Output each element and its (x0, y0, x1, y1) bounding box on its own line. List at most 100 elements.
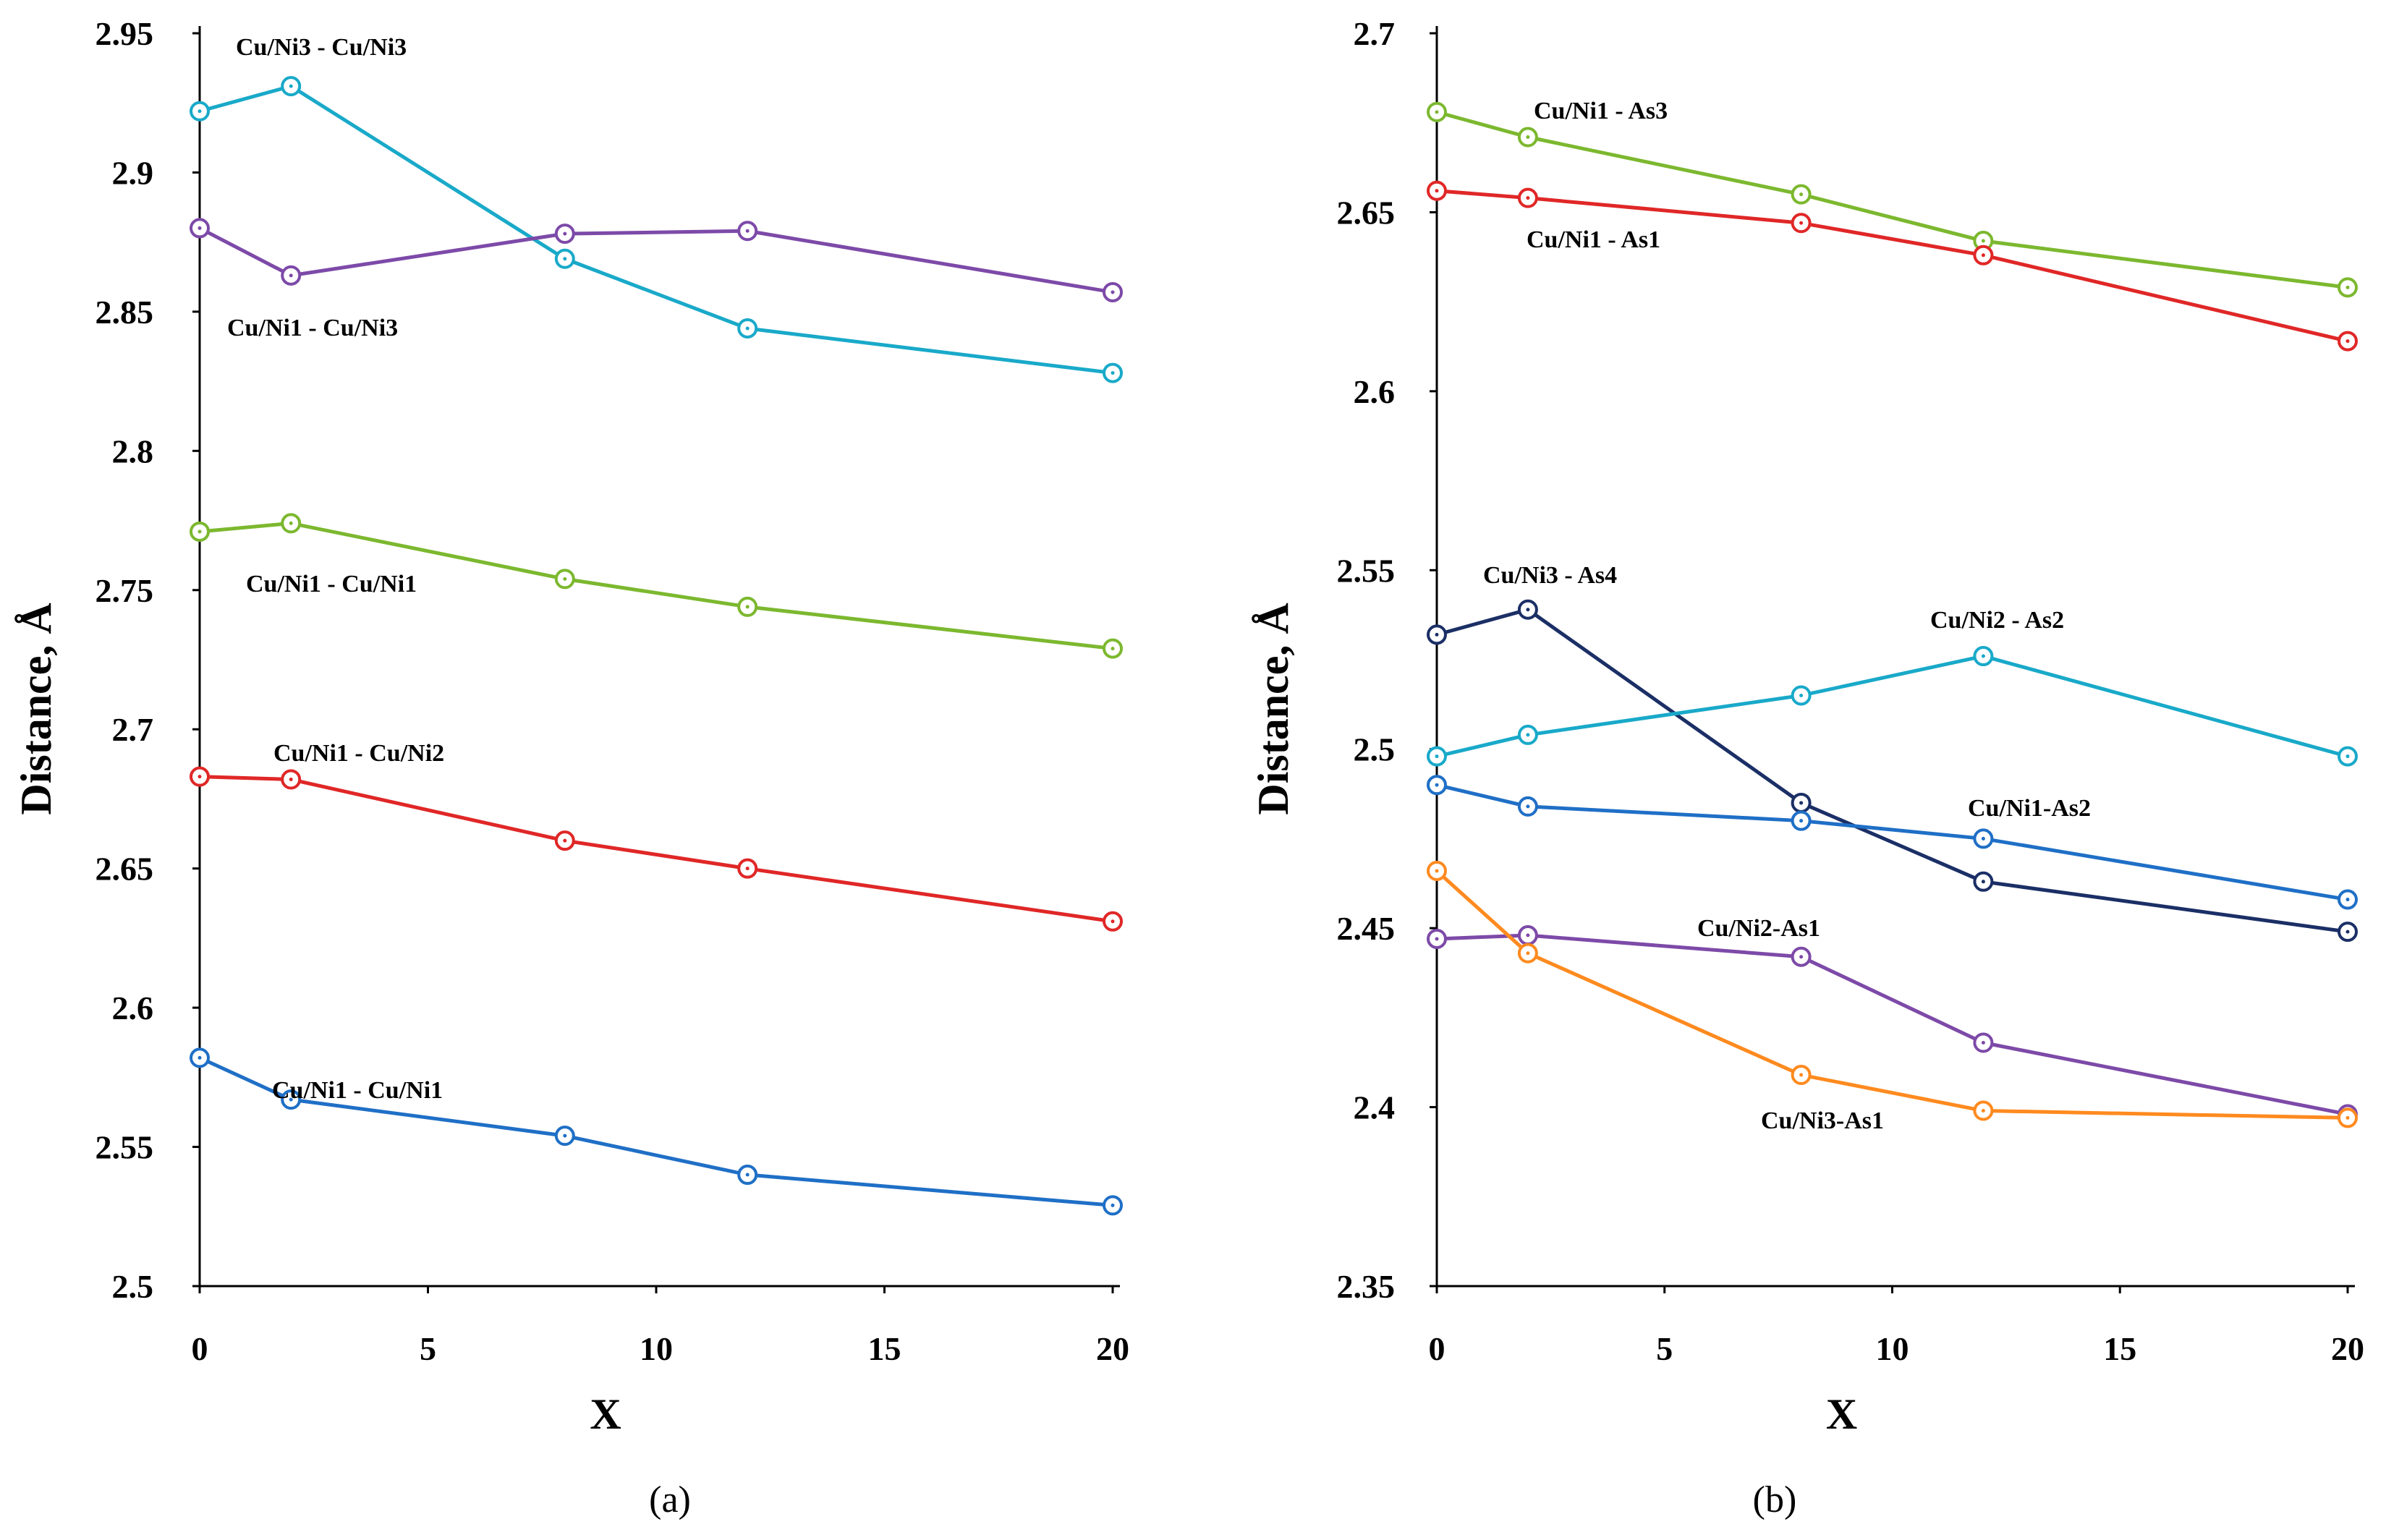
series-cu-ni1-cu-ni2 (190, 766, 1123, 932)
data-point-center (289, 84, 293, 88)
data-point-center (289, 778, 293, 782)
y-tick-label: 2.85 (95, 294, 154, 331)
data-point-center (745, 1173, 750, 1177)
series-label: Cu/Ni3 - Cu/Ni3 (236, 34, 407, 61)
x-tick-label: 15 (2103, 1330, 2136, 1367)
x-tick-label: 5 (1656, 1330, 1673, 1367)
series-cu-ni1-as2 (1427, 775, 2358, 910)
data-point-center (198, 529, 202, 534)
series-line-cu-ni1-cu-ni2 (199, 775, 1113, 924)
data-point-center (1799, 1073, 1804, 1077)
x-tick-label: 5 (420, 1330, 436, 1367)
data-point-center (198, 226, 202, 230)
data-point-center (1981, 836, 1985, 841)
y-tick-label: 2.55 (95, 1129, 154, 1166)
data-point-center (1435, 110, 1439, 114)
series-label: Cu/Ni1 - As1 (1527, 226, 1660, 253)
y-tick-label: 2.4 (1354, 1089, 1396, 1126)
data-point-center (1111, 1203, 1115, 1207)
series-cu-ni3-as1 (1427, 860, 2358, 1128)
data-point-center (1981, 1040, 1985, 1045)
data-point-center (1526, 804, 1530, 809)
series-line-cu-ni1-as1 (1436, 189, 2348, 344)
data-point-center (1435, 632, 1439, 637)
data-point-center (1435, 937, 1439, 941)
x-tick-label: 0 (192, 1330, 208, 1367)
data-point-center (563, 577, 567, 581)
data-point-center (1111, 290, 1115, 294)
data-point-center (1799, 192, 1804, 197)
series-line-cu-ni3-as1 (1435, 869, 2348, 1120)
data-point-center (1526, 733, 1530, 737)
data-point-center (1981, 654, 1985, 658)
series-line-cu-ni3-as4 (1436, 608, 2348, 934)
data-point-center (1111, 647, 1115, 651)
data-point-center (1435, 754, 1439, 759)
x-tick-label: 10 (1876, 1330, 1909, 1367)
series-line-cu-ni1-as3 (1436, 110, 2348, 289)
data-point-center (1799, 221, 1804, 225)
data-point-center (1799, 819, 1804, 823)
data-point-center (563, 231, 567, 236)
data-point-center (1526, 933, 1530, 937)
data-point-center (2345, 754, 2350, 759)
data-point-center (745, 326, 750, 331)
data-point-center (1111, 919, 1115, 924)
x-tick-label: 20 (2331, 1330, 2364, 1367)
series-cu-ni3-cu-ni3 (190, 76, 1123, 383)
data-point-center (1526, 135, 1530, 140)
y-tick-label: 2.55 (1337, 552, 1396, 589)
data-point-center (745, 229, 750, 233)
data-point-center (1526, 196, 1530, 200)
y-tick-label: 2.5 (112, 1268, 154, 1305)
y-tick-label: 2.65 (1337, 194, 1396, 231)
data-point-center (198, 775, 202, 779)
x-axis-title: X (590, 1390, 621, 1438)
panel-a: 2.5 2.55 2.6 2.65 2.7 2.75 2.8 2.85 2.9 2.95 0 5 10 1… (12, 15, 1129, 1520)
series-label: Cu/Ni1-As2 (1968, 795, 2091, 822)
data-point-center (2345, 285, 2350, 289)
series-label: Cu/Ni1 - Cu/Ni2 (273, 740, 444, 767)
data-point-center (1435, 783, 1439, 787)
data-point-center (289, 273, 293, 278)
series-cu-ni2-as2 (1427, 646, 2358, 767)
data-point-center (198, 1055, 202, 1060)
series-label: Cu/Ni1 - Cu/Ni1 (246, 571, 417, 597)
series-cu-ni1-as3 (1427, 101, 2358, 298)
y-tick-label: 2.7 (112, 711, 154, 748)
series-label: Cu/Ni2-As1 (1697, 915, 1820, 942)
series-line-cu-ni1-cu-ni3 (198, 226, 1113, 294)
series-label: Cu/Ni3-As1 (1761, 1107, 1884, 1134)
series-label: Cu/Ni1 - Cu/Ni3 (227, 315, 398, 341)
series-line-cu-ni2-as2 (1436, 654, 2348, 759)
data-point-center (1981, 1109, 1985, 1113)
data-point-center (563, 1133, 567, 1138)
y-tick-label: 2.5 (1354, 731, 1396, 768)
data-point-center (2345, 1115, 2350, 1120)
y-tick-label: 2.75 (95, 572, 154, 609)
data-point-center (2345, 929, 2350, 934)
y-tick-label: 2.7 (1354, 15, 1396, 52)
data-point-center (563, 838, 567, 843)
data-point-center (1981, 880, 1985, 884)
y-tick-label: 2.35 (1337, 1268, 1396, 1305)
data-point-center (289, 521, 293, 525)
data-point-center (1981, 239, 1985, 243)
x-tick-label: 10 (640, 1330, 673, 1367)
y-tick-label: 2.95 (95, 15, 154, 52)
series-cu-ni1-as1 (1427, 180, 2358, 352)
panel-b: 2.35 2.4 2.45 2.5 2.55 2.6 2.65 2.7 0 5 10 15 20 X Dis… (1249, 15, 2364, 1520)
y-tick-label: 2.9 (112, 154, 154, 191)
y-axis-title: Distance, Å (12, 603, 60, 814)
data-point-center (2345, 339, 2350, 344)
y-tick-label: 2.6 (1354, 373, 1396, 410)
series-cu-ni1-cu-ni3 (190, 218, 1123, 302)
x-tick-label: 20 (1096, 1330, 1129, 1367)
data-point-center (1435, 189, 1439, 193)
data-point-center (745, 605, 750, 609)
series-cu-ni1-cu-ni1 (190, 513, 1123, 659)
series-label: Cu/Ni2 - As2 (1930, 607, 2064, 634)
y-tick-label: 2.45 (1337, 910, 1396, 947)
y-tick-label: 2.8 (112, 433, 154, 469)
